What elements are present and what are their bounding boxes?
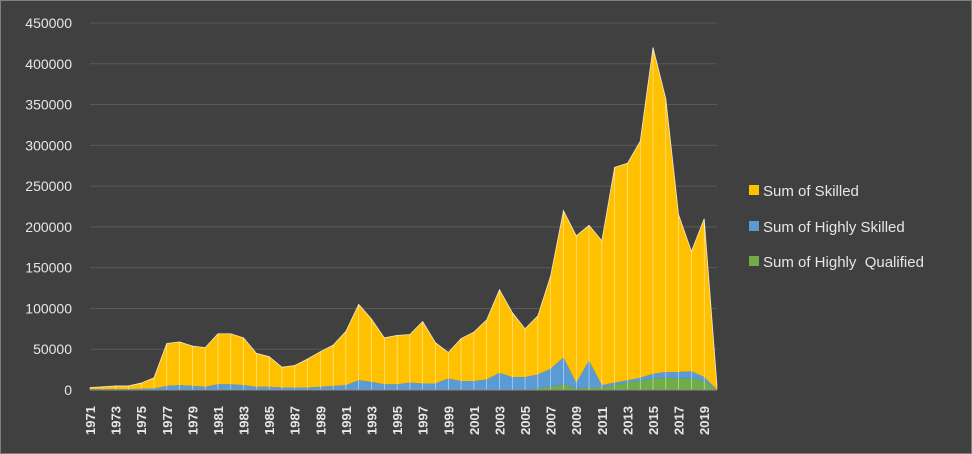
y-tick-label: 150000: [25, 260, 72, 276]
x-tick-label: 1993: [365, 406, 380, 435]
y-tick-label: 450000: [25, 15, 72, 31]
y-tick-label: 50000: [33, 341, 72, 357]
x-tick-label: 1985: [262, 406, 277, 435]
legend-label-skilled: Sum of Skilled: [763, 183, 859, 200]
x-tick-label: 1981: [211, 406, 226, 435]
x-tick-label: 2001: [467, 406, 482, 435]
y-axis: 0 50000 100000 150000 200000 250000 300000 3500…: [25, 15, 72, 398]
y-tick-label: 250000: [25, 178, 72, 194]
x-tick-label: 2005: [518, 406, 533, 435]
x-tick-label: 2011: [595, 407, 610, 435]
y-tick-label: 100000: [25, 300, 72, 316]
x-tick-label: 1977: [160, 406, 175, 435]
x-tick-label: 2009: [569, 406, 584, 435]
x-tick-label: 2019: [697, 406, 712, 435]
legend-label-highly-qualified: Sum of Highly Qualified: [763, 254, 924, 271]
area-sum-of-highly-qualified: [90, 377, 717, 390]
legend-swatch-highly-qualified: [749, 256, 759, 266]
legend: Sum of Skilled Sum of Highly Skilled Sum…: [749, 183, 924, 271]
legend-item-highly-skilled: Sum of Highly Skilled: [749, 219, 905, 236]
legend-swatch-highly-skilled: [749, 221, 759, 231]
legend-item-highly-qualified: Sum of Highly Qualified: [749, 254, 924, 271]
x-tick-label: 1975: [134, 406, 149, 435]
series-areas: [89, 47, 718, 390]
x-tick-label: 1983: [237, 406, 252, 435]
x-tick-label: 2003: [492, 406, 507, 435]
x-tick-label: 2013: [620, 406, 635, 435]
x-tick-label: 1989: [313, 406, 328, 435]
x-tick-label: 1999: [441, 406, 456, 435]
x-tick-label: 1979: [185, 406, 200, 435]
x-tick-label: 1995: [390, 406, 405, 435]
legend-swatch-skilled: [749, 185, 759, 195]
area-sum-of-skilled: [90, 47, 717, 390]
x-tick-label: 1997: [416, 406, 431, 435]
x-tick-label: 2017: [672, 406, 687, 435]
y-tick-label: 0: [64, 382, 72, 398]
x-tick-label: 1991: [339, 406, 354, 435]
y-tick-label: 400000: [25, 56, 72, 72]
area-sum-of-highly-skilled: [90, 357, 717, 390]
x-axis: 1971 1973 1975 1977 1979 1981 1983 1985 1987 1989…: [83, 389, 717, 435]
x-tick-label: 2015: [646, 406, 661, 435]
x-tick-label: 1971: [83, 406, 98, 435]
x-tick-label: 1973: [109, 406, 124, 435]
y-tick-label: 300000: [25, 137, 72, 153]
legend-label-highly-skilled: Sum of Highly Skilled: [763, 219, 905, 236]
y-tick-label: 350000: [25, 97, 72, 113]
total-outline: [89, 47, 718, 388]
y-tick-label: 200000: [25, 219, 72, 235]
x-tick-label: 2007: [544, 406, 559, 435]
legend-item-skilled: Sum of Skilled: [749, 183, 859, 200]
x-tick-label: 1987: [288, 406, 303, 435]
